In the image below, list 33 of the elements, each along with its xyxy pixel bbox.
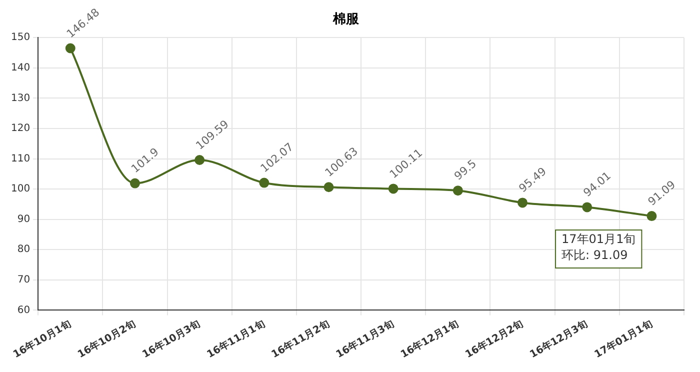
point (646, 211, 657, 222)
point (452, 186, 463, 196)
point (65, 43, 76, 54)
point (582, 202, 592, 212)
y-tick-label: 90 (17, 214, 30, 225)
point (324, 182, 334, 192)
y-tick-label: 140 (10, 62, 30, 74)
x-tick-label: 16年12月1旬 (398, 318, 461, 361)
x-tick-label: 16年10月2旬 (76, 318, 138, 361)
point (259, 178, 270, 188)
x-tick-label: 16年11月1旬 (204, 318, 267, 361)
y-tick-label: 70 (17, 274, 30, 286)
x-tick-label: 16年12月3旬 (528, 318, 590, 361)
y-tick-label: 120 (10, 123, 30, 134)
x-tick-label: 17年01月1旬 (592, 318, 654, 361)
y-tick-label: 60 (17, 304, 30, 316)
y-tick-label: 130 (10, 92, 30, 104)
y-tick-label: 100 (10, 184, 30, 195)
x-tick-label: 16年12月2旬 (463, 318, 526, 361)
y-tick-label: 80 (17, 244, 30, 256)
x-tick-label: 16年11月3旬 (334, 318, 396, 361)
point (194, 155, 205, 166)
point (388, 184, 398, 194)
chart-title: 棉服 (332, 12, 360, 28)
point (518, 198, 528, 208)
x-tick-label: 16年10月1旬 (11, 318, 74, 361)
annotation: 17年01月1旬 (562, 232, 636, 246)
x-tick-label: 16年10月3旬 (140, 318, 202, 361)
annotation: 环比: 91.09 (562, 248, 628, 262)
y-tick-label: 150 (10, 32, 30, 44)
x-tick-label: 16年11月2旬 (269, 318, 332, 361)
y-tick-label: 110 (10, 153, 30, 164)
point (130, 178, 140, 188)
